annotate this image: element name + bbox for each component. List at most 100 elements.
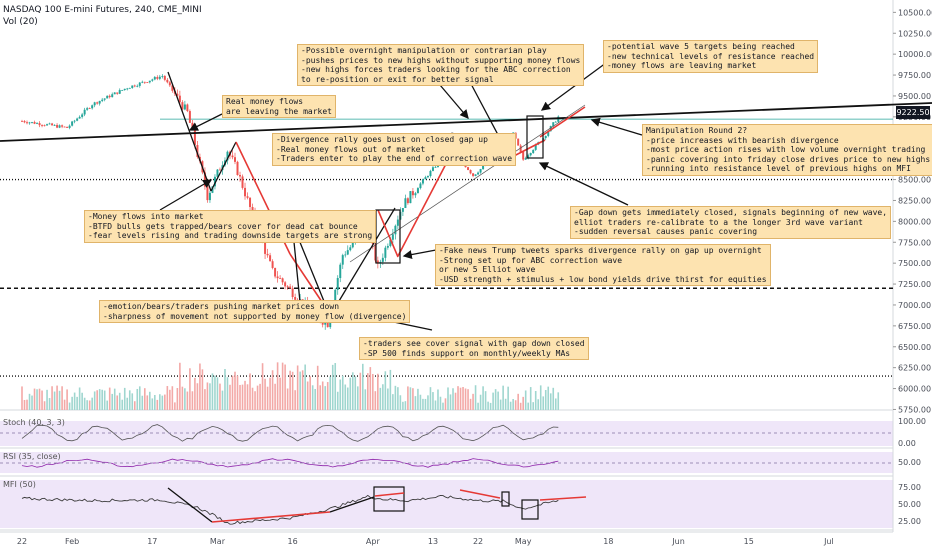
annotation-emotion-bears[interactable]: -emotion/bears/traders pushing market pr… [99, 300, 411, 323]
arrow-money-leaving [188, 113, 223, 131]
volume-bar [128, 390, 131, 410]
volume-bar [349, 377, 352, 410]
volume-bar [306, 381, 309, 410]
candle [479, 169, 482, 173]
candle [409, 191, 412, 204]
volume-bar [23, 399, 26, 410]
candle [389, 239, 392, 247]
stoch-label: Stoch (40, 3, 3) [3, 418, 65, 427]
volume-bar [101, 389, 103, 410]
annotation-cover-signal[interactable]: -traders see cover signal with gap down … [359, 337, 589, 360]
mfi-box-2 [501, 491, 510, 507]
volume-bar [281, 362, 284, 410]
time-tick-label: 17 [147, 537, 157, 546]
price-tick-label: 10000.00 [898, 50, 932, 59]
candle [549, 126, 552, 132]
candle [106, 95, 109, 99]
volume-bar [179, 362, 181, 410]
candle [73, 120, 76, 122]
volume-bar [96, 390, 98, 410]
arrow-emotion [289, 230, 301, 303]
candle [58, 125, 61, 128]
stoch-line [21, 424, 559, 442]
volume-bar [276, 362, 279, 410]
candle [544, 135, 547, 139]
mfi-tick-label: 25.00 [898, 517, 921, 526]
candle [419, 183, 422, 189]
annotation-money-flows-leaving[interactable]: Real money flows are leaving the market [222, 95, 336, 118]
volume-bar [164, 394, 166, 410]
volume-bar [329, 376, 332, 410]
volume-bar [304, 364, 306, 410]
time-tick-label: Apr [366, 537, 381, 546]
annotation-manipulation-round-2[interactable]: Manipulation Round 2? -price increases w… [642, 124, 932, 176]
volume-bar [236, 375, 239, 410]
mfi-rise-red [211, 511, 331, 523]
volume-bar [449, 394, 452, 410]
candle [133, 85, 136, 87]
volume-bar [377, 373, 379, 410]
annotation-wave5-targets[interactable]: -potential wave 5 targets being reached … [603, 40, 819, 73]
volume-bar [444, 398, 447, 410]
annotation-divergence-rally-bust[interactable]: -Divergence rally goes bust on closed ga… [272, 133, 517, 166]
volume-bar [91, 397, 93, 410]
candle [249, 197, 252, 207]
candle [346, 250, 349, 255]
time-tick-label: 15 [744, 537, 754, 546]
volume-bar [507, 386, 509, 410]
candle [216, 169, 219, 177]
volume-bar [452, 388, 454, 410]
volume-bar [116, 395, 119, 410]
candle [281, 278, 284, 283]
volume-bar [372, 373, 374, 410]
candle [131, 85, 134, 88]
volume-bar [409, 387, 412, 410]
volume-bar [427, 395, 429, 410]
volume-bar [184, 388, 186, 410]
candle [396, 219, 399, 226]
candle [336, 278, 339, 290]
volume-bar [121, 399, 124, 410]
volume-bar [464, 388, 467, 410]
volume-bar [462, 386, 464, 410]
candle [524, 158, 527, 160]
volume-bar [286, 388, 289, 410]
candle [166, 79, 169, 83]
volume-bar [422, 398, 424, 410]
volume-bar [186, 391, 189, 410]
candle [289, 286, 292, 289]
volume-bar [502, 385, 504, 410]
candle [421, 179, 424, 184]
stoch-tick-label: 0.00 [898, 439, 916, 448]
candle [171, 85, 174, 91]
candle [411, 191, 414, 196]
price-tick-label: 6500.00 [898, 343, 931, 352]
volume-bar [522, 396, 524, 410]
candle [206, 186, 209, 201]
volume-bar [439, 396, 442, 410]
volume-bar [492, 392, 494, 410]
candle [276, 276, 279, 279]
volume-bar [497, 391, 499, 410]
volume-bar [143, 388, 146, 410]
time-tick-label: Jul [823, 537, 834, 546]
annotation-money-flows-into-market[interactable]: -Money flows into market -BTFD bulls get… [84, 210, 377, 243]
annotation-fake-news-rally[interactable]: -Fake news Trump tweets sparks divergenc… [435, 244, 771, 286]
annotation-overnight-manipulation[interactable]: -Possible overnight manipulation or cont… [297, 44, 585, 86]
bounce-trendline [210, 141, 237, 192]
candle [121, 90, 124, 91]
candle [213, 176, 216, 187]
volume-bar [457, 386, 459, 410]
volume-bar [414, 396, 417, 410]
rsi-label: RSI (35, close) [3, 452, 61, 461]
volume-bar [246, 384, 249, 410]
volume-bar [314, 388, 316, 410]
volume-bar [339, 379, 342, 410]
volume-bar [231, 375, 234, 410]
volume-bar [78, 387, 81, 410]
candle [341, 255, 344, 265]
annotation-gap-down-closed[interactable]: -Gap down gets immediately closed, signa… [570, 206, 892, 239]
candle [236, 161, 239, 176]
volume-bar [477, 402, 479, 410]
